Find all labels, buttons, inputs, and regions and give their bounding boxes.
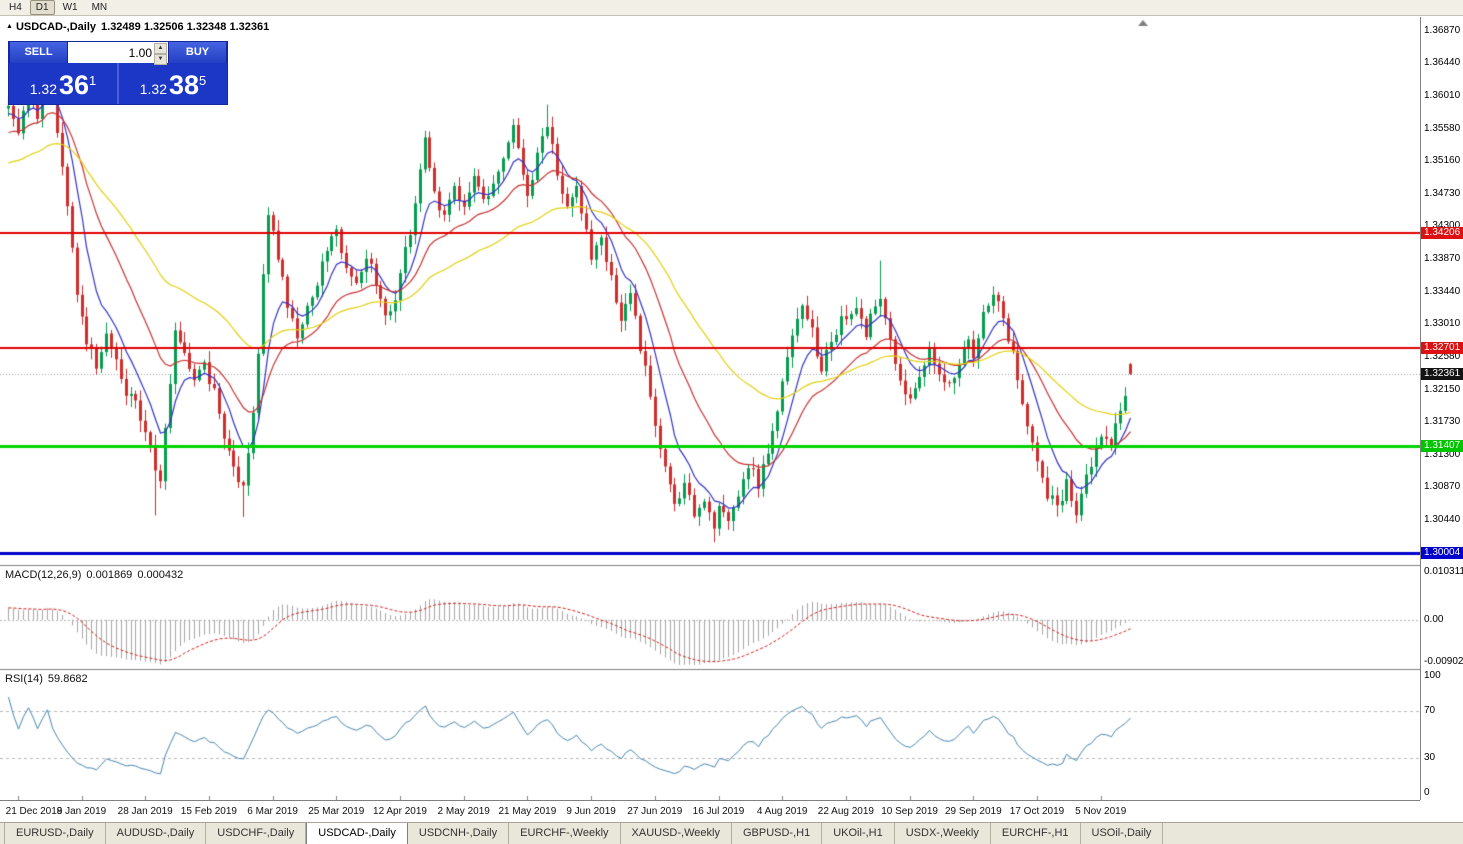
timeframe-toolbar: H4 D1 W1 MN	[0, 0, 1463, 16]
price-tick-label: 1.30440	[1424, 514, 1461, 526]
rsi-indicator-title: RSI(14) 59.8682	[5, 673, 93, 685]
buy-button[interactable]: BUY	[168, 42, 227, 63]
date-label: 28 Jan 2019	[117, 806, 173, 817]
chart-tab-bar: EURUSD-,Daily AUDUSD-,Daily USDCHF-,Daily U…	[0, 822, 1463, 844]
price-tick-label: 1.32150	[1424, 383, 1461, 395]
date-label: 10 Sep 2019	[881, 806, 938, 817]
price-tick-label: 1.33440	[1424, 285, 1461, 297]
price-tick-label: 1.33010	[1424, 318, 1461, 330]
macd-label: MACD(12,26,9)	[5, 569, 82, 581]
buy-price-display[interactable]: 1.32 38 5	[119, 63, 227, 104]
price-tick-label: 1.36870	[1424, 24, 1461, 36]
volume-down-icon[interactable]: ▼	[154, 54, 167, 65]
chart-ohlc-values: 1.32489 1.32506 1.32348 1.32361	[101, 21, 270, 33]
price-divider	[117, 63, 119, 104]
buy-price-figure: 1.32	[139, 81, 167, 97]
price-tick-label: 1.33870	[1424, 253, 1461, 265]
timeframe-button-mn[interactable]: MN	[91, 2, 108, 13]
timeframe-button-h4[interactable]: H4	[9, 2, 22, 13]
timeframe-button-d1[interactable]: D1	[29, 0, 55, 15]
rsi-axis-label: 30	[1424, 751, 1436, 763]
sell-price-figure: 1.32	[29, 81, 57, 97]
tab-usdx-weekly[interactable]: USDX-,Weekly	[895, 823, 991, 844]
macd-signal-value: 0.000432	[137, 569, 184, 581]
date-label: 21 May 2019	[498, 806, 557, 817]
price-axis[interactable]: 1.36870 1.36440 1.36010 1.35580 1.35160 1.347…	[1420, 17, 1463, 800]
rsi-label: RSI(14)	[5, 673, 43, 685]
date-label: 22 Aug 2019	[817, 806, 874, 817]
price-tick-label: 1.34730	[1424, 187, 1461, 199]
chart-canvas[interactable]	[0, 17, 1420, 800]
sell-price-point: 1	[89, 73, 97, 88]
tab-gbpusd-h1[interactable]: GBPUSD-,H1	[732, 823, 823, 844]
rsi-axis-label: 0	[1424, 787, 1430, 798]
price-tick-label: 1.35580	[1424, 122, 1461, 134]
price-tick-label: 1.32580	[1424, 351, 1461, 363]
chart-symbol-period: USDCAD-,Daily	[15, 21, 97, 33]
price-tick-label: 1.34300	[1424, 220, 1461, 232]
date-label: 29 Sep 2019	[944, 806, 1002, 817]
rsi-axis-label: 100	[1424, 670, 1441, 681]
price-level-badge: 1.34206	[1421, 227, 1463, 240]
volume-input[interactable]: 1.00 ▲ ▼	[68, 42, 168, 65]
chart-window: ▲ USDCAD-,Daily 1.32489 1.32506 1.32348 1.…	[0, 17, 1463, 823]
buy-price-pips: 38	[168, 70, 200, 100]
date-label: 15 Feb 2019	[180, 806, 237, 817]
tab-ukoil-h1[interactable]: UKOil-,H1	[822, 823, 895, 844]
date-label: 21 Dec 2018	[5, 806, 63, 817]
macd-indicator-title: MACD(12,26,9) 0.001869 0.000432	[5, 569, 188, 581]
tab-audusd-daily[interactable]: AUDUSD-,Daily	[106, 823, 207, 844]
price-level-badge: 1.32361	[1421, 367, 1463, 380]
chart-marker-icon: ▲	[6, 23, 13, 30]
macd-axis-label: 0.010311	[1424, 565, 1463, 577]
date-label: 25 Mar 2019	[308, 806, 365, 817]
time-axis[interactable]: 21 Dec 2018 9 Jan 2019 28 Jan 2019 15 Feb 2…	[0, 800, 1420, 823]
tab-eurusd-daily[interactable]: EURUSD-,Daily	[4, 823, 106, 844]
volume-spinner: ▲ ▼	[154, 43, 167, 65]
macd-main-value: 0.001869	[86, 569, 133, 581]
chart-title: ▲ USDCAD-,Daily 1.32489 1.32506 1.32348 1.…	[6, 21, 269, 33]
timeframe-button-w1[interactable]: W1	[62, 2, 78, 13]
date-label: 4 Aug 2019	[756, 806, 808, 817]
date-label: 16 Jul 2019	[692, 806, 745, 817]
date-label: 9 Jan 2019	[56, 806, 107, 817]
tab-usdcad-daily[interactable]: USDCAD-,Daily	[306, 823, 408, 844]
date-label: 17 Oct 2019	[1009, 806, 1065, 817]
price-tick-label: 1.31300	[1424, 448, 1461, 460]
rsi-value: 59.8682	[47, 673, 88, 685]
volume-up-icon[interactable]: ▲	[154, 43, 167, 54]
tab-xauusd-weekly[interactable]: XAUUSD-,Weekly	[621, 823, 732, 844]
date-label: 5 Nov 2019	[1075, 806, 1127, 817]
price-level-badge: 1.32701	[1421, 342, 1463, 354]
price-tick-label: 1.30870	[1424, 481, 1461, 493]
tab-eurchf-weekly[interactable]: EURCHF-,Weekly	[509, 823, 621, 844]
macd-axis-label: 0.00	[1424, 613, 1444, 625]
date-label: 9 Jun 2019	[566, 806, 616, 817]
buy-price-point: 5	[199, 73, 207, 88]
rsi-axis-label: 70	[1424, 705, 1436, 717]
sell-price-display[interactable]: 1.32 36 1	[9, 63, 117, 104]
price-tick-label: 1.36440	[1424, 57, 1461, 69]
volume-value: 1.00	[128, 45, 152, 60]
price-level-badge: 1.31407	[1421, 440, 1463, 453]
date-label: 6 Mar 2019	[247, 806, 298, 817]
tab-eurchf-h1[interactable]: EURCHF-,H1	[991, 823, 1081, 844]
date-label: 2 May 2019	[437, 806, 490, 817]
tab-usoil-daily[interactable]: USOil-,Daily	[1081, 823, 1164, 844]
date-label: 12 Apr 2019	[373, 806, 427, 817]
price-tick-label: 1.36010	[1424, 90, 1461, 102]
tab-usdcnh-daily[interactable]: USDCNH-,Daily	[408, 823, 510, 844]
sell-button[interactable]: SELL	[9, 42, 68, 63]
sell-price-pips: 36	[58, 70, 90, 100]
price-tick-label: 1.31730	[1424, 415, 1461, 427]
price-level-badge: 1.30004	[1421, 547, 1463, 560]
price-tick-label: 1.35160	[1424, 154, 1461, 166]
macd-axis-label: -0.0090203	[1424, 656, 1463, 668]
tab-usdchf-daily[interactable]: USDCHF-,Daily	[206, 823, 307, 844]
date-label: 27 Jun 2019	[627, 806, 683, 817]
one-click-trading-panel: SELL 1.00 ▲ ▼ BUY 1.32 36 1	[8, 41, 228, 105]
